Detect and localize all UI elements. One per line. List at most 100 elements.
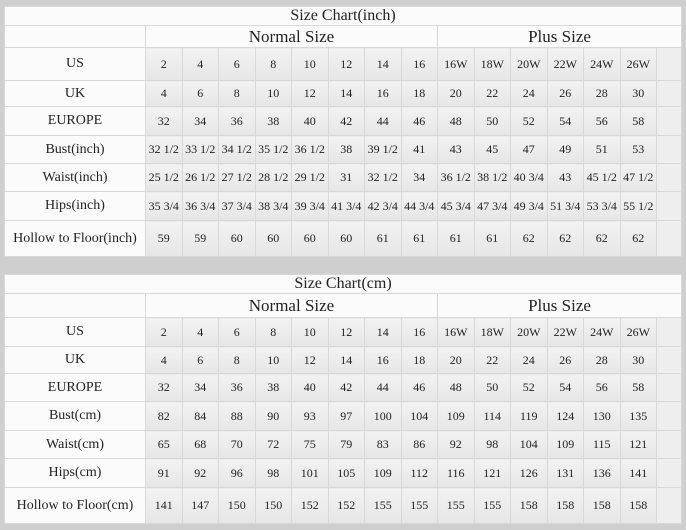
size-cell: 22 <box>473 80 511 107</box>
size-cell: 68 <box>181 430 219 459</box>
size-cell: 60 <box>291 220 329 257</box>
size-cell: 10 <box>291 47 329 81</box>
size-cell: 6 <box>218 47 256 81</box>
empty-cell <box>656 80 682 107</box>
table-row: UK 4 6 8 10 12 14 16 18 20 22 24 26 28 30 <box>4 80 682 107</box>
size-cell: 38 <box>327 135 365 164</box>
size-cell: 20W <box>510 317 548 347</box>
size-cell: 2 <box>145 317 183 347</box>
size-cell: 32 1/2 <box>145 135 183 164</box>
row-label: EUROPE <box>4 373 146 402</box>
size-cell: 150 <box>218 487 256 524</box>
size-cell: 47 1/2 <box>619 163 657 192</box>
size-cell: 158 <box>546 487 584 524</box>
size-cell: 62 <box>546 220 584 257</box>
size-cell: 115 <box>583 430 621 459</box>
size-cell: 50 <box>473 373 511 402</box>
empty-cell <box>656 401 682 431</box>
size-cell: 30 <box>619 346 657 374</box>
size-cell: 34 <box>400 163 438 192</box>
size-cell: 158 <box>583 487 621 524</box>
size-cell: 61 <box>364 220 402 257</box>
table-row: EUROPE 32 34 36 38 40 42 44 46 48 50 52 54 56 58 <box>4 373 682 402</box>
size-cell: 41 3/4 <box>327 191 365 221</box>
size-cell: 112 <box>400 458 438 488</box>
table-row: US 2 4 6 8 10 12 14 16 16W 18W 20W 22W 24W 26W <box>4 317 682 347</box>
size-cell: 38 1/2 <box>473 163 511 192</box>
size-cell: 36 1/2 <box>291 135 329 164</box>
size-cell: 52 <box>510 106 548 136</box>
size-cell: 10 <box>291 317 329 347</box>
size-cell: 16W <box>437 47 475 81</box>
size-cell: 26 <box>546 80 584 107</box>
size-cell: 55 1/2 <box>619 191 657 221</box>
size-cell: 83 <box>364 430 402 459</box>
size-cell: 109 <box>546 430 584 459</box>
empty-cell <box>656 135 682 164</box>
plus-size-header: Plus Size <box>437 293 682 318</box>
size-cell: 24W <box>583 47 621 81</box>
size-cell: 8 <box>254 317 292 347</box>
size-cell: 4 <box>181 47 219 81</box>
size-cell: 97 <box>327 401 365 431</box>
size-cell: 40 <box>291 373 329 402</box>
size-cell: 33 1/2 <box>181 135 219 164</box>
size-cell: 12 <box>291 80 329 107</box>
size-cell: 10 <box>254 346 292 374</box>
size-cell: 59 <box>145 220 183 257</box>
size-cell: 16 <box>400 317 438 347</box>
plus-size-header: Plus Size <box>437 25 682 48</box>
size-cell: 58 <box>619 106 657 136</box>
size-cell: 42 3/4 <box>364 191 402 221</box>
size-cell: 37 3/4 <box>218 191 256 221</box>
size-cell: 26 <box>546 346 584 374</box>
size-cell: 86 <box>400 430 438 459</box>
size-cell: 59 <box>181 220 219 257</box>
size-cell: 36 1/2 <box>437 163 475 192</box>
size-cell: 47 3/4 <box>473 191 511 221</box>
table-row: Hips(inch) 35 3/4 36 3/4 37 3/4 38 3/4 39 3/4… <box>4 191 682 221</box>
size-cell: 8 <box>218 346 256 374</box>
size-cell: 104 <box>400 401 438 431</box>
size-cell: 12 <box>291 346 329 374</box>
size-cell: 56 <box>583 106 621 136</box>
row-label: Waist(inch) <box>4 163 146 192</box>
row-label: US <box>4 317 146 347</box>
size-cell: 12 <box>327 317 365 347</box>
size-cell: 101 <box>291 458 329 488</box>
empty-cell <box>656 106 682 136</box>
size-cell: 65 <box>145 430 183 459</box>
size-cell: 105 <box>327 458 365 488</box>
row-label: Bust(cm) <box>4 401 146 431</box>
size-cell: 38 <box>254 373 292 402</box>
size-cell: 14 <box>327 346 365 374</box>
size-cell: 54 <box>546 373 584 402</box>
size-cell: 155 <box>473 487 511 524</box>
size-cell: 62 <box>510 220 548 257</box>
table-row: Bust(cm) 82 84 88 90 93 97 100 104 109 114 119 124 13… <box>4 401 682 431</box>
size-cell: 44 <box>364 373 402 402</box>
size-cell: 45 1/2 <box>583 163 621 192</box>
size-cell: 36 <box>218 373 256 402</box>
size-cell: 48 <box>437 106 475 136</box>
size-cell: 24W <box>583 317 621 347</box>
size-cell: 62 <box>619 220 657 257</box>
size-cell: 141 <box>619 458 657 488</box>
row-label: Hollow to Floor(inch) <box>4 220 146 257</box>
size-cell: 131 <box>546 458 584 488</box>
size-cell: 116 <box>437 458 475 488</box>
empty-cell <box>656 373 682 402</box>
size-cell: 90 <box>254 401 292 431</box>
size-cell: 93 <box>291 401 329 431</box>
size-cell: 16 <box>364 80 402 107</box>
size-cell: 155 <box>400 487 438 524</box>
empty-cell <box>656 430 682 459</box>
empty-cell <box>656 191 682 221</box>
size-cell: 96 <box>218 458 256 488</box>
size-table: Size Chart(inch) Normal Size Plus Size US 2 4… <box>4 6 682 257</box>
size-cell: 20W <box>510 47 548 81</box>
size-cell: 58 <box>619 373 657 402</box>
size-cell: 88 <box>218 401 256 431</box>
empty-cell <box>656 458 682 488</box>
size-cell: 98 <box>473 430 511 459</box>
